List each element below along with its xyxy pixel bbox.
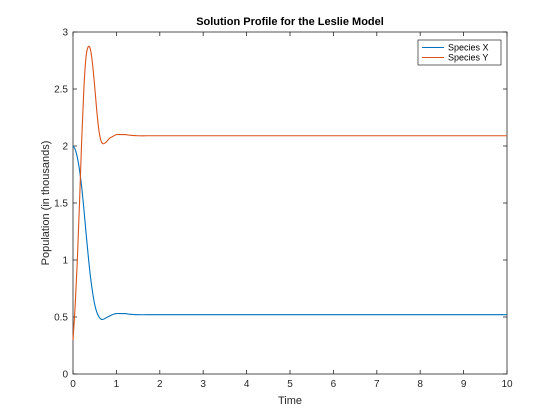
x-tick-label: 5 bbox=[287, 379, 293, 390]
x-tick-label: 6 bbox=[331, 379, 337, 390]
x-tick-label: 9 bbox=[461, 379, 467, 390]
y-tick-label: 1.5 bbox=[54, 199, 68, 210]
x-tick-label: 2 bbox=[157, 379, 163, 390]
x-tick-label: 3 bbox=[200, 379, 206, 390]
x-tick-label: 7 bbox=[374, 379, 380, 390]
legend-label: Species X bbox=[448, 43, 489, 53]
series-line-1 bbox=[72, 145, 507, 321]
x-tick-label: 0 bbox=[70, 379, 76, 390]
axes: 0 1 2 3 4 5 6 7 8 9 10 0 0.5 1 1.5 2 2.5 3 bbox=[54, 28, 513, 391]
legend-box bbox=[417, 39, 502, 66]
y-axis-label: Population (in thousands) bbox=[40, 141, 52, 266]
series-lines bbox=[72, 45, 507, 340]
y-tick-label: 0.5 bbox=[54, 313, 68, 324]
x-axis-label: Time bbox=[278, 395, 302, 407]
y-tick-label: 1 bbox=[62, 256, 68, 267]
y-tick-label: 2.5 bbox=[54, 85, 68, 96]
x-tick-label: 4 bbox=[244, 379, 250, 390]
chart-title: Solution Profile for the Leslie Model bbox=[196, 16, 384, 28]
plot-area-frame bbox=[72, 31, 508, 375]
y-tick-label: 3 bbox=[62, 28, 68, 39]
x-tick-label: 1 bbox=[114, 379, 120, 390]
legend-label: Species Y bbox=[448, 53, 488, 63]
x-tick-label: 10 bbox=[501, 379, 513, 390]
y-tick-label: 0 bbox=[62, 370, 68, 381]
y-tick-label: 2 bbox=[62, 142, 68, 153]
series-line-2 bbox=[72, 45, 507, 340]
x-tick-label: 8 bbox=[417, 379, 423, 390]
